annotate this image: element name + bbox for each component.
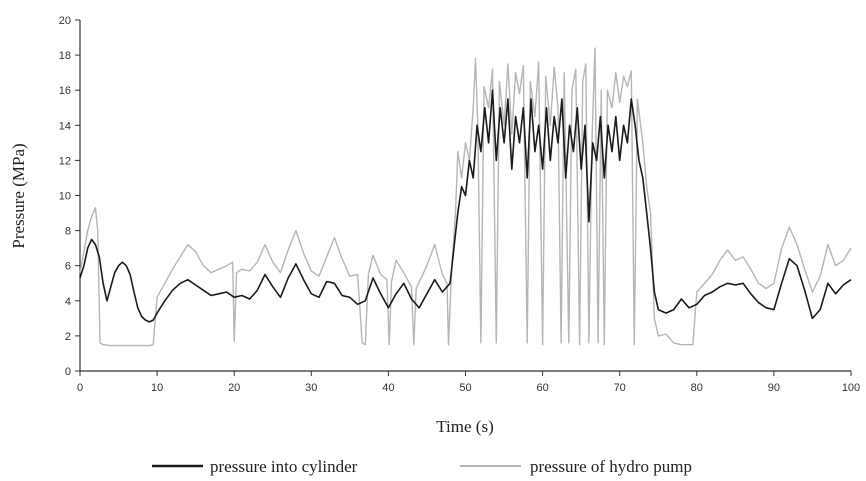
y-tick-label: 18 [59,50,71,62]
y-tick-label: 2 [65,331,71,343]
y-tick-label: 10 [59,191,71,203]
y-tick-label: 6 [65,261,71,273]
y-axis-label: Pressure (MPa) [9,143,28,248]
y-tick-label: 20 [59,15,71,27]
x-tick-label: 30 [305,382,317,394]
x-axis-label: Time (s) [436,417,493,436]
x-tick-label: 60 [536,382,548,394]
x-tick-label: 70 [614,382,626,394]
series-line-cylinder [79,89,852,323]
x-tick-label: 90 [768,382,780,394]
x-tick-label: 40 [382,382,394,394]
series-lines [79,47,852,347]
y-axis-ticks: 0 2 4 6 8 10 12 14 16 18 20 [59,15,80,378]
x-tick-label: 10 [151,382,163,394]
x-tick-label: 80 [691,382,703,394]
x-axis-ticks: 0 10 20 30 40 50 60 70 80 90 100 [77,371,860,394]
x-tick-label: 50 [459,382,471,394]
y-tick-label: 4 [65,296,71,308]
legend-label-cylinder: pressure into cylinder [210,457,358,476]
y-tick-label: 14 [59,120,71,132]
x-tick-label: 0 [77,382,83,394]
x-tick-label: 100 [842,382,860,394]
legend: pressure into cylinder pressure of hydro… [152,457,692,476]
y-tick-label: 12 [59,155,71,167]
legend-label-hydro-pump: pressure of hydro pump [530,457,692,476]
y-tick-label: 16 [59,85,71,97]
y-tick-label: 0 [65,366,71,378]
x-tick-label: 20 [228,382,240,394]
series-line-hydro-pump [79,47,852,347]
y-tick-label: 8 [65,226,71,238]
